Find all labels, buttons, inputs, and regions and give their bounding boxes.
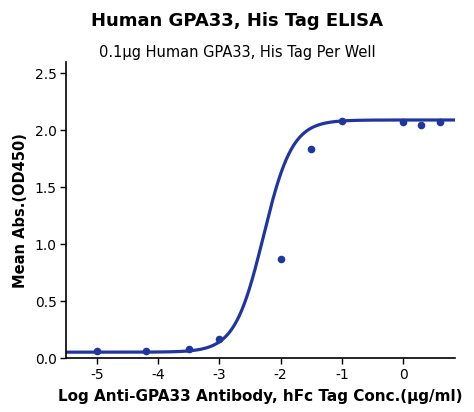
Y-axis label: Mean Abs.(OD450): Mean Abs.(OD450) — [13, 133, 27, 288]
Text: 0.1μg Human GPA33, His Tag Per Well: 0.1μg Human GPA33, His Tag Per Well — [99, 45, 375, 60]
Text: Human GPA33, His Tag ELISA: Human GPA33, His Tag ELISA — [91, 12, 383, 30]
X-axis label: Log Anti-GPA33 Antibody, hFc Tag Conc.(μg/ml): Log Anti-GPA33 Antibody, hFc Tag Conc.(μ… — [58, 389, 463, 404]
